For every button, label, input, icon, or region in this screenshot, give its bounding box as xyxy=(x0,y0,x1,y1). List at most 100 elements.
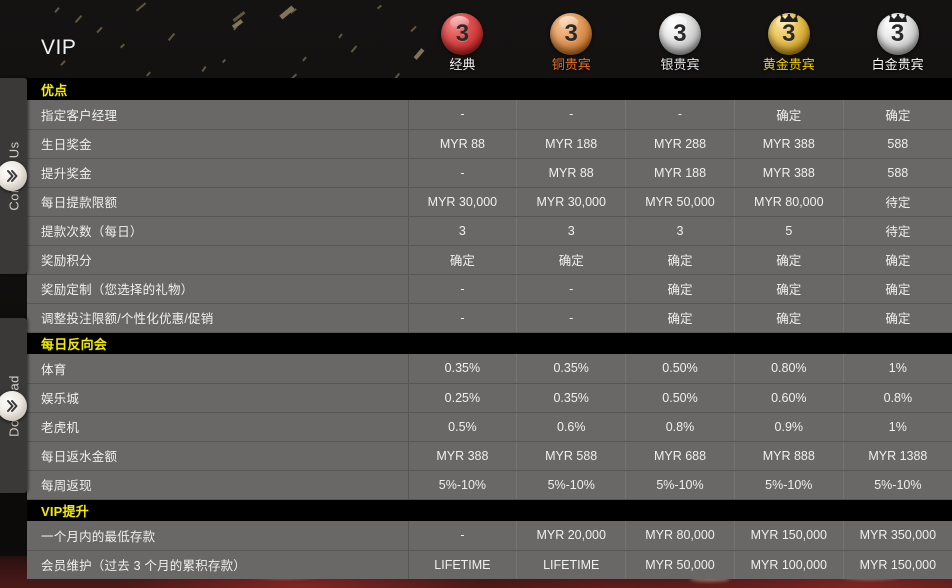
benefit-label: 调整投注限额/个性化优惠/促销 xyxy=(27,303,409,333)
benefit-value: 确定 xyxy=(843,245,952,275)
benefit-value: 0.50% xyxy=(625,354,735,384)
table-row: 一个月内的最低存款 - MYR 20,000 MYR 80,000 MYR 150,00… xyxy=(27,521,952,551)
section-header-row: 每日反向会 xyxy=(27,332,952,354)
benefit-value: MYR 350,000 xyxy=(843,521,952,551)
table-row: 生日奖金 MYR 88 MYR 188 MYR 288 MYR 388 588 xyxy=(27,129,952,159)
table-row: 娱乐城 0.25% 0.35% 0.50% 0.60% 0.8% xyxy=(27,383,952,413)
benefit-value: 5%-10% xyxy=(843,470,952,500)
benefit-value: 确定 xyxy=(625,303,735,333)
benefit-label: 提升奖金 xyxy=(27,158,409,188)
benefit-value: 3 xyxy=(625,216,735,246)
table-row: 指定客户经理 - - - 确定 确定 xyxy=(27,100,952,130)
vip-table-body: 优点 指定客户经理 - - - 确定 确定 生日奖金 MYR 88 MYR 188 MYR 288 M… xyxy=(27,78,952,579)
benefit-value: MYR 50,000 xyxy=(625,550,735,579)
benefit-value: MYR 188 xyxy=(516,129,627,159)
section-title: 每日反向会 xyxy=(41,336,108,352)
benefit-value: 0.8% xyxy=(625,412,735,442)
benefit-value: MYR 80,000 xyxy=(734,187,844,217)
benefit-value: MYR 88 xyxy=(408,129,518,159)
benefit-label: 会员维护（过去 3 个月的累积存款） xyxy=(27,550,409,579)
benefit-label: 娱乐城 xyxy=(27,383,409,413)
tier-medal-number: 3 xyxy=(673,19,687,47)
tier-header-1: 3 经典 xyxy=(408,0,517,78)
tier-medal-2: 3 xyxy=(550,12,593,55)
benefit-value: 0.35% xyxy=(516,354,627,384)
benefit-value: 0.50% xyxy=(625,383,735,413)
benefit-value: 待定 xyxy=(843,216,952,246)
benefit-value: - xyxy=(408,521,518,551)
benefit-value: MYR 150,000 xyxy=(843,550,952,579)
table-row: 奖励积分 确定 确定 确定 确定 确定 xyxy=(27,245,952,275)
vip-table-container: VIP 3 经典 3 铜贵宾 3 银贵宾 3 黄金贵宾 3 白金贵宾 优点 指定客户经理 - - - 确定确… xyxy=(27,0,952,579)
tier-header-2: 3 铜贵宾 xyxy=(517,0,626,78)
benefit-value: MYR 388 xyxy=(408,441,518,471)
benefit-value: 3 xyxy=(516,216,627,246)
tier-medal-1: 3 xyxy=(441,12,484,55)
benefit-value: 0.5% xyxy=(408,412,518,442)
benefit-value: LIFETIME xyxy=(408,550,518,579)
vip-benefits-table: VIP 3 经典 3 铜贵宾 3 银贵宾 3 黄金贵宾 3 白金贵宾 优点 指定客户经理 - - - 确定确… xyxy=(27,0,952,579)
benefit-value: 1% xyxy=(843,354,952,384)
benefit-value: - xyxy=(516,274,627,304)
table-row: 提升奖金 - MYR 88 MYR 188 MYR 388 588 xyxy=(27,158,952,188)
benefit-value: 5%-10% xyxy=(516,470,627,500)
benefit-value: 5%-10% xyxy=(408,470,518,500)
benefit-label: 提款次数（每日） xyxy=(27,216,409,246)
benefit-value: MYR 88 xyxy=(516,158,627,188)
chevron-right-icon[interactable] xyxy=(0,161,27,191)
benefit-value: - xyxy=(516,100,627,130)
benefit-value: - xyxy=(408,158,518,188)
benefit-value: MYR 100,000 xyxy=(734,550,844,579)
benefit-label: 指定客户经理 xyxy=(27,100,409,130)
benefit-value: 0.35% xyxy=(408,354,518,384)
table-row: 奖励定制（您选择的礼物） - - 确定 确定 确定 xyxy=(27,274,952,304)
chevron-right-icon[interactable] xyxy=(0,390,27,421)
benefit-value: MYR 188 xyxy=(625,158,735,188)
table-row: 提款次数（每日） 3 3 3 5 待定 xyxy=(27,216,952,246)
benefit-label: 一个月内的最低存款 xyxy=(27,521,409,551)
benefit-value: 5 xyxy=(734,216,844,246)
tier-medal-number: 3 xyxy=(782,19,796,47)
section-header-cell: 优点 xyxy=(27,78,952,100)
table-row: 每周返现 5%-10% 5%-10% 5%-10% 5%-10% 5%-10% xyxy=(27,470,952,500)
tier-medal-number: 3 xyxy=(455,19,470,47)
tier-header-3: 3 银贵宾 xyxy=(626,0,735,78)
benefit-label: 每周返现 xyxy=(27,470,409,500)
tier-medal-4: 3 xyxy=(767,10,810,55)
benefit-value: MYR 388 xyxy=(734,158,844,188)
benefit-value: MYR 888 xyxy=(734,441,844,471)
crown-icon xyxy=(888,10,908,28)
benefit-value: MYR 50,000 xyxy=(625,187,735,217)
benefit-value: LIFETIME xyxy=(516,550,627,579)
benefit-value: 确定 xyxy=(843,100,952,130)
tier-medal-number: 3 xyxy=(890,19,905,47)
benefit-value: 0.9% xyxy=(734,412,844,442)
benefit-value: 确定 xyxy=(843,274,952,304)
benefit-value: 确定 xyxy=(734,100,844,130)
section-header-row: 优点 xyxy=(27,78,952,100)
tier-header-5: 3 白金贵宾 xyxy=(843,0,952,78)
benefit-value: MYR 150,000 xyxy=(734,521,844,551)
benefit-value: 0.8% xyxy=(843,383,952,413)
benefit-value: MYR 1388 xyxy=(843,441,952,471)
benefit-label: 老虎机 xyxy=(27,412,409,442)
benefit-value: 确定 xyxy=(625,274,735,304)
section-title: VIP提升 xyxy=(41,503,89,519)
benefit-value: MYR 20,000 xyxy=(516,521,627,551)
benefit-value: - xyxy=(516,303,627,333)
table-row: 体育 0.35% 0.35% 0.50% 0.80% 1% xyxy=(27,354,952,384)
crown-icon xyxy=(779,10,799,28)
benefit-value: 0.60% xyxy=(734,383,844,413)
benefit-value: 0.25% xyxy=(408,383,518,413)
benefit-value: 确定 xyxy=(625,245,735,275)
tier-medal-3: 3 xyxy=(658,12,701,55)
tier-name-label: 经典 xyxy=(449,56,476,72)
benefit-value: MYR 288 xyxy=(625,129,735,159)
benefit-label: 生日奖金 xyxy=(27,129,409,159)
table-row: 每日提款限额 MYR 30,000 MYR 30,000 MYR 50,000 MYR … xyxy=(27,187,952,217)
table-row: 每日返水金额 MYR 388 MYR 588 MYR 688 MYR 888 MYR 13… xyxy=(27,441,952,471)
benefit-value: 3 xyxy=(408,216,518,246)
tier-name-label: 黄金贵宾 xyxy=(762,56,815,72)
tier-name-label: 银贵宾 xyxy=(660,56,700,72)
table-row: 调整投注限额/个性化优惠/促销 - - 确定 确定 确定 xyxy=(27,303,952,333)
